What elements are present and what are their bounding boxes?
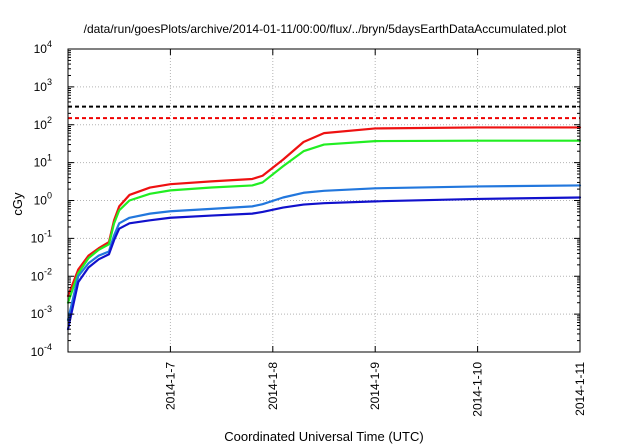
y-tick-label: 10-3: [31, 304, 52, 321]
series-line: [66, 196, 582, 331]
x-tick-label: 2014-1-9: [368, 362, 382, 410]
grid: [68, 49, 580, 352]
y-tick-label: 10-1: [31, 228, 52, 245]
chart-title: /data/run/goesPlots/archive/2014-01-11/0…: [84, 22, 567, 36]
x-tick-label: 2014-1-8: [266, 362, 280, 410]
x-tick-labels: 2014-1-7 2014-1-8 2014-1-9 2014-1-10 2014-1-…: [163, 362, 587, 417]
y-tick-base: 10: [31, 269, 45, 283]
y-axis-label: cGy: [10, 192, 25, 216]
series-line: [66, 126, 582, 298]
series-line: [66, 139, 582, 304]
y-tick-base: 10: [31, 307, 45, 321]
y-tick-label: 100: [34, 191, 52, 208]
y-tick-exponent: 0: [47, 191, 52, 201]
y-tick-label: 10-4: [31, 342, 52, 359]
y-tick-base: 10: [34, 156, 48, 170]
y-tick-label: 103: [34, 77, 52, 94]
y-tick-exponent: 3: [47, 77, 52, 87]
y-tick-label: 102: [34, 115, 52, 132]
y-tick-label: 10-2: [31, 266, 52, 283]
x-axis-label: Coordinated Universal Time (UTC): [224, 429, 423, 444]
y-tick-exponent: -3: [44, 304, 52, 314]
y-tick-exponent: -2: [44, 266, 52, 276]
y-tick-exponent: -4: [44, 342, 52, 352]
y-tick-base: 10: [34, 42, 48, 56]
y-tick-exponent: 1: [47, 153, 52, 163]
y-tick-label: 101: [34, 153, 52, 170]
series-line: [66, 184, 582, 322]
y-tick-exponent: -1: [44, 228, 52, 238]
y-tick-base: 10: [31, 345, 45, 359]
series-lines: [66, 126, 582, 331]
y-tick-base: 10: [34, 194, 48, 208]
y-tick-base: 10: [34, 80, 48, 94]
x-tick-label: 2014-1-10: [471, 362, 485, 417]
x-tick-label: 2014-1-7: [163, 362, 177, 410]
reference-lines: [68, 105, 580, 120]
x-tick-label: 2014-1-11: [573, 362, 587, 416]
y-tick-label: 104: [34, 39, 52, 56]
axis-ticks: [68, 48, 581, 353]
y-tick-base: 10: [31, 231, 45, 245]
y-tick-exponent: 2: [47, 115, 52, 125]
y-tick-base: 10: [34, 118, 48, 132]
y-tick-exponent: 4: [47, 39, 52, 49]
